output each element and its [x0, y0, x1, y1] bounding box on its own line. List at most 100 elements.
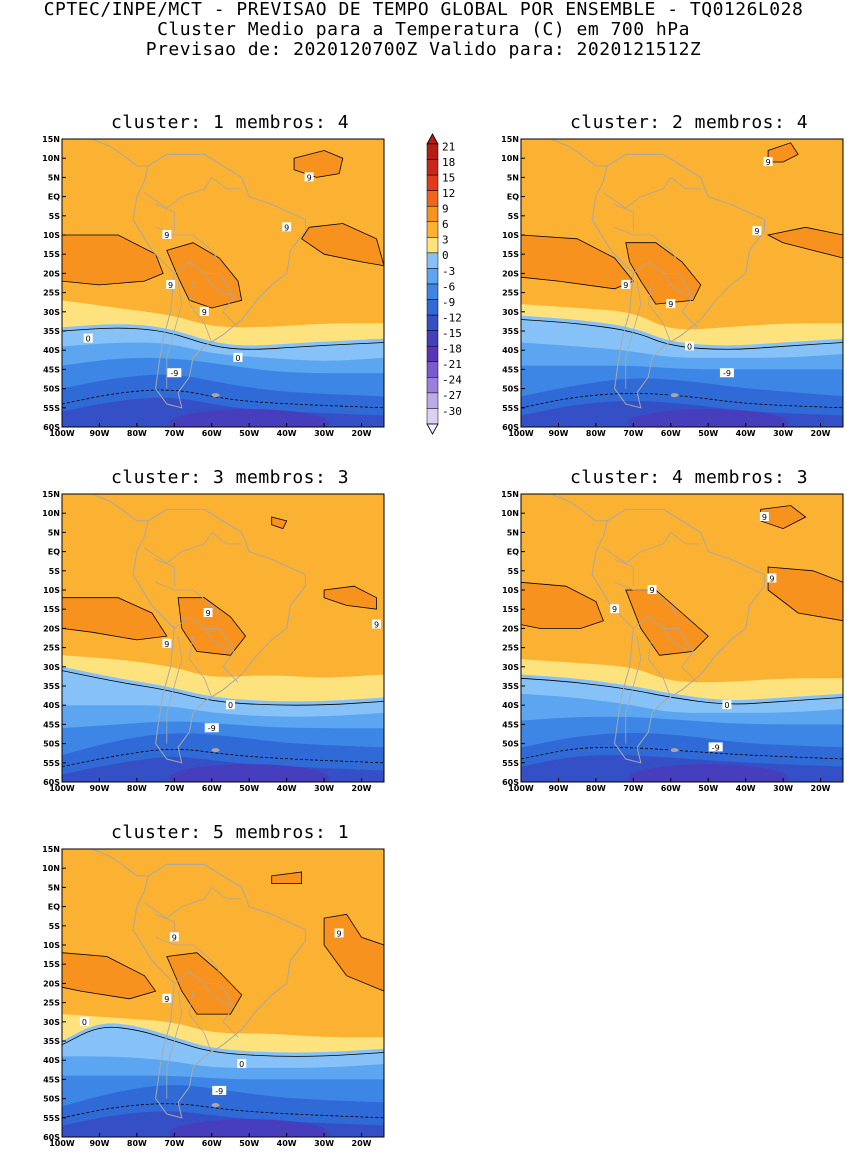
lat-label: 50S	[43, 385, 60, 394]
contour-9-region	[62, 597, 168, 641]
lon-label: 20W	[352, 784, 372, 793]
contour-label-text: -9	[723, 369, 731, 378]
contour-9-region	[271, 516, 288, 530]
lon-label: 40W	[277, 429, 297, 438]
title-line-3: Previsao de: 2020120700Z Valido para: 20…	[145, 39, 702, 60]
falkland-islands	[670, 748, 679, 753]
lon-label: 70W	[164, 1139, 184, 1148]
country-border	[203, 983, 235, 1007]
lon-label: 40W	[277, 784, 297, 793]
lat-label: 25S	[502, 289, 519, 298]
country-border	[633, 616, 698, 683]
lat-label: 35S	[43, 327, 60, 336]
panel-title: cluster: 3 membros: 3	[110, 467, 350, 488]
lon-label: 70W	[623, 429, 643, 438]
panel-cluster-3: cluster: 3 membros: 3 9 9 9 0 -9 15N 10N 5N EQ 5S…	[42, 467, 410, 798]
panel-title: cluster: 4 membros: 3	[569, 467, 809, 488]
country-border	[614, 558, 634, 587]
lat-label: 10S	[502, 231, 519, 240]
lat-label: 45S	[502, 365, 519, 374]
lat-label: 45S	[502, 720, 519, 729]
lat-label: 35S	[502, 682, 519, 691]
lat-label: 20S	[502, 624, 519, 633]
contour-label-text: 9	[164, 231, 169, 240]
contour-label-text: 9	[769, 574, 774, 583]
colorbar-swatch	[426, 143, 439, 160]
contour-label: 0	[684, 341, 694, 351]
contour-label: 9	[763, 157, 773, 167]
contour-label-text: 9	[623, 281, 628, 290]
band--15	[628, 764, 789, 782]
falkland-islands	[670, 393, 679, 398]
lat-label: 55S	[502, 404, 519, 413]
band--15	[169, 764, 330, 782]
lat-label: 35S	[43, 682, 60, 691]
title-line-1: CPTEC/INPE/MCT - PREVISAO DE TEMPO GLOBA…	[43, 0, 804, 20]
temperature-field: 9 9 9 0 -9	[62, 494, 384, 782]
contour-label: 9	[162, 638, 172, 649]
country-border	[614, 203, 634, 232]
contour-9-region	[166, 242, 243, 309]
lat-label: 30S	[502, 308, 519, 317]
lat-label: 10N	[501, 154, 519, 163]
country-border	[174, 971, 239, 1038]
lat-label: 15N	[42, 135, 60, 144]
lon-label: 40W	[277, 1139, 297, 1148]
colorbar-swatch	[426, 283, 439, 300]
lat-label: 10N	[42, 509, 60, 518]
panel-title: cluster: 1 membros: 4	[110, 112, 350, 133]
country-border	[188, 636, 213, 698]
colorbar-swatch	[426, 190, 439, 207]
lat-label: 15S	[502, 605, 519, 614]
temperature-map: 9 9 9 9 0 -9 15N 10N 5N EQ 5S 10S 15S 20S 25S 30S 35S 40S…	[501, 490, 844, 793]
contour-label: 9	[334, 928, 344, 938]
colorbar-bottom-arrow	[426, 423, 439, 435]
contour-label: 0	[233, 352, 243, 363]
contour-label: 0	[83, 333, 93, 344]
lon-label: 70W	[164, 784, 184, 793]
lon-label: 100W	[49, 429, 75, 438]
country-border	[188, 991, 213, 1053]
lon-label: 60W	[202, 784, 222, 793]
contour-9-region	[62, 952, 157, 1000]
lon-label: 40W	[736, 784, 756, 793]
colorbar-swatch	[426, 377, 439, 394]
contour-label: 9	[304, 172, 314, 182]
lon-label: 80W	[586, 429, 606, 438]
lat-label: 5N	[507, 528, 519, 537]
country-border	[625, 636, 642, 744]
country-border	[625, 281, 642, 389]
contour-9-region	[62, 234, 164, 286]
temperature-field: 9 9 9 9 0 -9	[521, 139, 843, 427]
contour-minus-9	[62, 389, 384, 409]
contour-label-text: 9	[307, 173, 312, 182]
contour-0	[521, 677, 843, 705]
lat-label: 5S	[508, 567, 520, 576]
lat-label: 55S	[43, 759, 60, 768]
contour-label-text: 9	[337, 929, 342, 938]
lon-label: 30W	[314, 784, 334, 793]
falkland-islands	[211, 393, 220, 398]
falkland-islands	[211, 1103, 220, 1108]
colorbar-label: -30	[442, 405, 462, 418]
lon-label: 20W	[352, 429, 372, 438]
country-border	[203, 628, 235, 652]
contour-label-text: 9	[164, 995, 169, 1004]
temperature-map: 9 9 9 9 9 0 0 -9 15N 10N 5N EQ 5S 10S 15S 20S 25S 30S 35S 4…	[42, 135, 385, 438]
contour-label-text: -9	[215, 1087, 223, 1096]
lat-label: EQ	[507, 193, 519, 202]
contour-label: 9	[621, 279, 631, 290]
lat-label: 35S	[502, 327, 519, 336]
lon-label: 50W	[239, 429, 259, 438]
lat-label: 15S	[43, 960, 60, 969]
colorbar-label: 3	[442, 234, 449, 247]
contour-label-text: 9	[202, 308, 207, 317]
country-border	[166, 281, 183, 389]
lat-label: 40S	[43, 701, 60, 710]
contour-label: -9	[167, 368, 182, 378]
panel-title: cluster: 5 membros: 1	[110, 822, 350, 843]
lat-label: 60S	[502, 423, 519, 432]
colorbar-label: 21	[442, 140, 455, 153]
country-border	[614, 226, 679, 263]
lat-label: EQ	[48, 193, 60, 202]
